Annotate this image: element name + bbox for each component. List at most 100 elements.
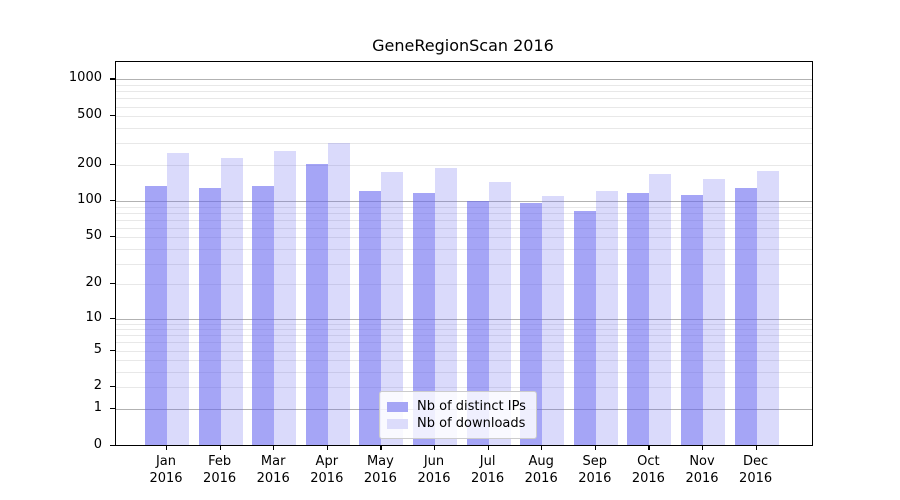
bar-downloads — [220, 158, 243, 445]
chart-title: GeneRegionScan 2016 — [372, 36, 554, 55]
bar-distinct-ips — [520, 203, 543, 445]
x-tick-label: Aug 2016 — [524, 454, 558, 486]
bar-distinct-ips — [305, 163, 328, 445]
x-tick-mark — [648, 445, 650, 450]
bar-downloads — [435, 168, 457, 445]
gridline-minor — [116, 284, 812, 286]
bar-downloads — [756, 171, 779, 445]
x-tick-mark — [702, 445, 704, 450]
y-tick-mark — [110, 407, 115, 409]
x-tick-mark — [434, 445, 436, 450]
y-tick-mark — [110, 444, 115, 446]
y-tick-mark — [110, 236, 115, 238]
bar-downloads — [327, 143, 350, 445]
gridline-minor — [116, 227, 812, 229]
gridline-minor — [116, 372, 812, 373]
y-tick-mark — [110, 163, 115, 165]
bar-downloads — [274, 151, 297, 445]
gridline-minor — [116, 263, 812, 265]
bar-downloads — [381, 172, 404, 445]
bar-distinct-ips — [359, 190, 382, 445]
gridline-minor — [116, 335, 812, 337]
gridline-minor — [116, 116, 812, 118]
x-axis: Jan 2016 Feb 2016 Mar 2016 Apr 2016 May 2016… — [115, 445, 811, 500]
y-tick-label: 5 — [93, 341, 102, 357]
y-tick-mark — [110, 386, 115, 388]
bar-distinct-ips — [252, 186, 275, 445]
x-tick-mark — [380, 445, 382, 450]
y-axis: 1000 500 200 100 50 20 10 5 2 1 0 — [0, 61, 115, 452]
y-tick-label: 2 — [93, 378, 102, 394]
gridline-major — [116, 79, 812, 81]
bar-distinct-ips — [681, 195, 703, 445]
x-tick-label: Jun 2016 — [417, 454, 451, 486]
x-tick-mark — [326, 445, 328, 450]
bar-downloads — [542, 196, 565, 445]
bar-distinct-ips — [573, 210, 596, 445]
gridline-minor — [116, 127, 812, 129]
y-tick-label: 20 — [85, 275, 102, 291]
gridline-minor — [116, 106, 812, 108]
x-tick-mark — [541, 445, 543, 450]
legend-label-downloads: Nb of downloads — [417, 416, 526, 431]
y-tick-mark — [110, 349, 115, 351]
gridline-major — [116, 201, 812, 202]
y-tick-label: 0 — [93, 436, 102, 452]
y-tick-mark — [110, 200, 115, 202]
gridline-minor — [116, 360, 812, 362]
gridline-minor — [116, 164, 812, 166]
legend-label-distinct-ips: Nb of distinct IPs — [417, 399, 526, 414]
bar-distinct-ips — [413, 192, 435, 445]
x-tick-mark — [755, 445, 757, 450]
bar-distinct-ips — [145, 186, 167, 445]
y-tick-mark — [110, 317, 115, 319]
x-tick-label: Feb 2016 — [203, 454, 237, 486]
gridline-minor — [116, 206, 812, 208]
bar-downloads — [703, 178, 725, 445]
gridline-minor — [116, 350, 812, 352]
bar-distinct-ips — [627, 193, 650, 445]
x-tick-label: Oct 2016 — [631, 454, 665, 486]
x-tick-label: Sep 2016 — [578, 454, 612, 486]
bar-downloads — [595, 191, 618, 445]
gridline-minor — [116, 248, 812, 250]
y-tick-mark — [110, 115, 115, 117]
x-tick-label: Apr 2016 — [310, 454, 344, 486]
legend-swatch-downloads — [387, 418, 408, 429]
legend-entry-distinct-ips: Nb of distinct IPs — [387, 398, 526, 415]
gridline-major — [116, 318, 812, 320]
gridline-minor — [116, 85, 812, 86]
legend: Nb of distinct IPs Nb of downloads — [379, 391, 537, 439]
gridline-minor — [116, 212, 812, 214]
gridline-minor — [116, 143, 812, 145]
bar-distinct-ips — [198, 188, 221, 445]
y-tick-mark — [110, 78, 115, 80]
bar-downloads — [488, 182, 511, 445]
y-tick-label: 1000 — [68, 70, 102, 86]
y-tick-label: 1 — [93, 399, 102, 415]
y-tick-label: 500 — [77, 107, 102, 123]
gridline-minor — [116, 91, 812, 93]
plot-area: Nb of distinct IPs Nb of downloads — [115, 61, 813, 446]
gridline-minor — [116, 329, 812, 331]
x-tick-label: May 2016 — [363, 454, 397, 486]
y-tick-label: 200 — [77, 155, 102, 171]
gridline-minor — [116, 342, 812, 344]
x-tick-mark — [487, 445, 489, 450]
x-tick-mark — [594, 445, 596, 450]
bar-distinct-ips — [466, 201, 489, 445]
gridline-minor — [116, 237, 812, 239]
y-tick-label: 100 — [77, 192, 102, 207]
y-tick-mark — [110, 283, 115, 285]
y-tick-label: 50 — [85, 228, 102, 244]
x-tick-label: Mar 2016 — [256, 454, 290, 486]
y-tick-label: 10 — [85, 309, 102, 325]
gridline-minor — [116, 219, 812, 221]
x-tick-label: Nov 2016 — [685, 454, 719, 486]
gridline-minor — [116, 387, 812, 389]
x-tick-label: Jul 2016 — [471, 454, 505, 486]
legend-entry-downloads: Nb of downloads — [387, 415, 526, 432]
gridline-minor — [116, 323, 812, 325]
bar-distinct-ips — [734, 188, 757, 445]
